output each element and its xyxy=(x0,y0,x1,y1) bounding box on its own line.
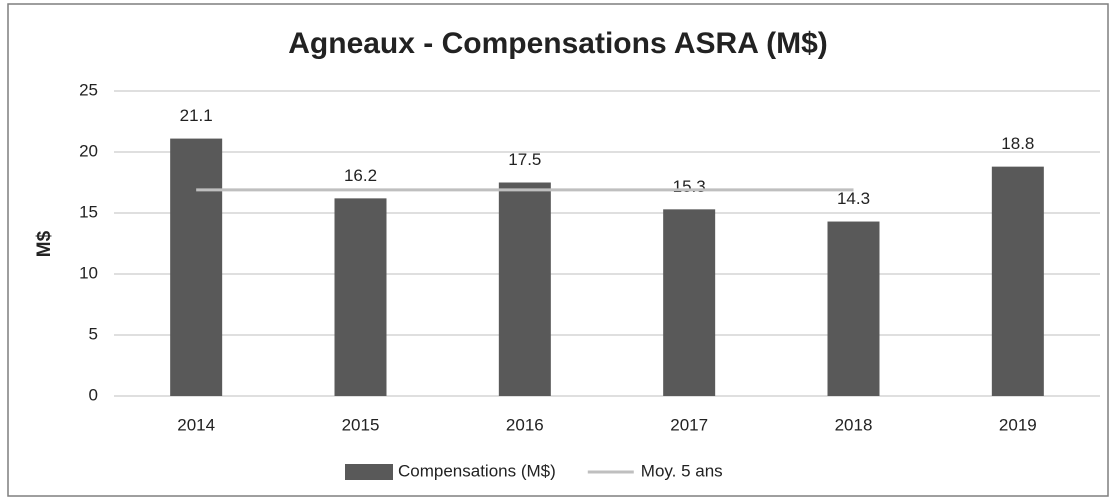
bar xyxy=(334,198,387,396)
bar xyxy=(663,209,716,396)
data-label: 16.2 xyxy=(344,166,377,185)
x-tick-label: 2016 xyxy=(506,415,544,434)
x-tick-label: 2019 xyxy=(999,415,1037,434)
data-label: 17.5 xyxy=(508,150,541,169)
legend-label: Compensations (M$) xyxy=(398,461,556,480)
y-tick-label: 0 xyxy=(89,385,98,404)
legend-swatch xyxy=(345,464,393,480)
y-tick-label: 25 xyxy=(79,80,98,99)
y-tick-label: 20 xyxy=(79,141,98,160)
chart-title: Agneaux - Compensations ASRA (M$) xyxy=(288,27,828,60)
bar xyxy=(498,182,551,396)
x-tick-label: 2015 xyxy=(342,415,380,434)
x-tick-label: 2017 xyxy=(670,415,708,434)
data-label: 21.1 xyxy=(180,106,213,125)
bar xyxy=(991,166,1044,396)
bar xyxy=(827,221,880,396)
data-label: 18.8 xyxy=(1001,134,1034,153)
y-axis-label: M$ xyxy=(34,230,55,257)
bar xyxy=(170,138,223,396)
data-label: 15.3 xyxy=(673,177,706,196)
legend-label: Moy. 5 ans xyxy=(641,461,723,480)
x-tick-label: 2018 xyxy=(835,415,873,434)
y-tick-label: 15 xyxy=(79,202,98,221)
data-label: 14.3 xyxy=(837,189,870,208)
x-tick-label: 2014 xyxy=(177,415,215,434)
y-tick-label: 10 xyxy=(79,263,98,282)
y-tick-label: 5 xyxy=(89,324,98,343)
